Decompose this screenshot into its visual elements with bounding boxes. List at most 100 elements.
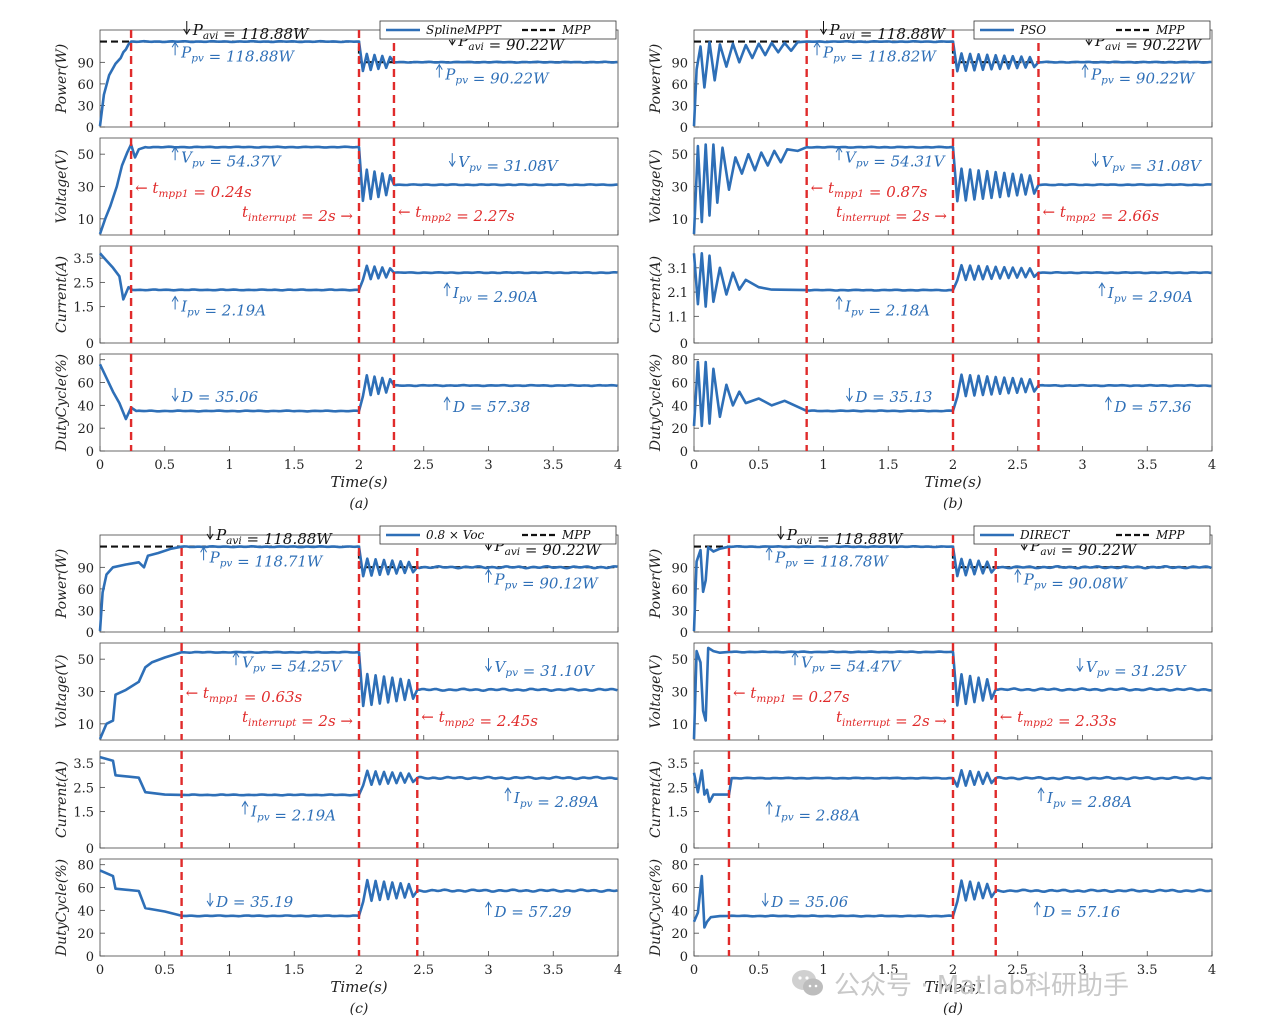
annotation-label: Ppv = 90.22W xyxy=(1090,66,1196,88)
signal-trace xyxy=(692,874,1212,929)
x-tick-label: 3 xyxy=(484,963,492,978)
wechat-icon xyxy=(792,970,823,996)
signal-trace xyxy=(692,252,1212,308)
x-tick-label: 2 xyxy=(949,458,957,473)
y-tick-label: 1.1 xyxy=(667,310,688,325)
x-axis-label: Time(s) xyxy=(330,978,387,996)
legend-method-label: PSO xyxy=(1019,23,1046,37)
y-tick-label: 50 xyxy=(77,653,94,668)
annotation-label: Pavi = 90.22W xyxy=(1029,537,1138,559)
legend: DIRECT MPP xyxy=(973,525,1211,545)
legend-mpp-label: MPP xyxy=(1155,23,1185,37)
arrow-down-icon xyxy=(206,526,214,541)
arrow-up-icon xyxy=(765,546,773,561)
y-tick-label: 80 xyxy=(77,354,94,369)
legend-mpp-label: MPP xyxy=(561,528,591,542)
annotation-label: Ipv = 2.18A xyxy=(844,297,930,319)
y-tick-label: 30 xyxy=(77,686,94,701)
y-tick-label: 0 xyxy=(680,626,688,641)
legend: SplineMPPT MPP xyxy=(379,20,617,40)
y-axis-label: Current(A) xyxy=(54,256,70,333)
x-tick-label: 4 xyxy=(614,458,622,473)
x-tick-label: 3 xyxy=(1078,458,1086,473)
arrow-up-icon xyxy=(1014,568,1022,583)
arrow-head xyxy=(241,800,249,807)
arrow-up-icon xyxy=(232,651,240,666)
signal-trace xyxy=(692,40,1212,127)
arrow-down-icon xyxy=(206,892,214,907)
legend-box xyxy=(973,525,1211,545)
arrow-up-icon xyxy=(1081,63,1089,78)
arrow-head xyxy=(171,295,179,302)
y-tick-label: 40 xyxy=(671,904,688,919)
arrow-head xyxy=(1033,901,1041,908)
x-tick-label: 1.5 xyxy=(878,963,899,978)
arrow-up-icon xyxy=(443,282,451,297)
annotation-label: D = 57.36 xyxy=(1113,398,1192,416)
arrow-up-icon xyxy=(200,546,208,561)
annotation-label: Pavi = 118.88W xyxy=(786,526,904,548)
annotation-label: Ppv = 118.82W xyxy=(822,43,937,65)
x-tick-label: 1 xyxy=(819,963,827,978)
x-tick-label: 4 xyxy=(614,963,622,978)
arrow-up-icon xyxy=(443,396,451,411)
y-tick-label: 60 xyxy=(671,583,688,598)
y-tick-label: 40 xyxy=(77,399,94,414)
annotation-label: Ppv = 118.71W xyxy=(209,548,324,570)
signal-trace xyxy=(98,650,618,740)
y-tick-label: 1.5 xyxy=(73,301,94,316)
x-tick-label: 1 xyxy=(819,458,827,473)
arrow-head xyxy=(813,41,821,48)
annotation-label: Pavi = 118.88W xyxy=(829,21,947,43)
annotation-label: Ipv = 2.19A xyxy=(180,297,266,319)
y-axis-label: DutyCycle(%) xyxy=(648,354,664,452)
signal-trace xyxy=(692,143,1212,235)
signal-trace xyxy=(692,646,1212,740)
annotation-label: ← tmpp1 = 0.87s xyxy=(811,179,928,201)
arrow-down-icon xyxy=(845,387,853,402)
y-tick-label: 40 xyxy=(77,904,94,919)
watermark-text: 公众号 · Matlab科研助手 xyxy=(834,970,1130,1001)
annotation-label: D = 57.16 xyxy=(1042,903,1121,921)
arrow-head xyxy=(504,787,512,794)
signal-trace xyxy=(98,545,618,632)
subplot-duty: 0 20 40 60 80 DutyCycle(%) 0 0.5 1 1.5 2 2.5 3 3.5 4 D … xyxy=(54,858,622,978)
y-tick-label: 3.5 xyxy=(73,252,94,267)
x-tick-label: 3 xyxy=(484,458,492,473)
x-tick-label: 1.5 xyxy=(878,458,899,473)
legend-box xyxy=(379,20,617,40)
arrow-head xyxy=(200,546,208,553)
y-tick-label: 20 xyxy=(671,927,688,942)
annotation-label: ← tmpp1 = 0.24s xyxy=(135,179,252,201)
arrow-head xyxy=(777,533,785,541)
x-tick-label: 2.5 xyxy=(1007,458,1028,473)
legend-method-label: SplineMPPT xyxy=(426,23,502,37)
y-tick-label: 10 xyxy=(77,213,94,228)
legend: 0.8 × Voc MPP xyxy=(379,525,617,545)
arrow-head xyxy=(1037,787,1045,794)
annotation-label: Ipv = 2.90A xyxy=(1107,284,1193,306)
arrow-head xyxy=(835,146,843,153)
annotation-label: Vpv = 54.37V xyxy=(181,148,283,170)
y-tick-label: 0 xyxy=(86,626,94,641)
y-axis-label: Voltage(V) xyxy=(54,150,70,224)
y-axis-label: Voltage(V) xyxy=(648,655,664,729)
signal-trace xyxy=(99,755,618,797)
annotation-label: D = 35.06 xyxy=(180,388,259,406)
arrow-head xyxy=(835,295,843,302)
x-tick-label: 3.5 xyxy=(1137,963,1158,978)
annotation-label: D = 35.06 xyxy=(770,893,849,911)
subplot-duty: 0 20 40 60 80 DutyCycle(%) 0 0.5 1 1.5 2 2.5 3 3.5 4 D … xyxy=(648,858,1216,978)
y-tick-label: 0 xyxy=(86,842,94,857)
x-tick-label: 1.5 xyxy=(284,458,305,473)
y-tick-label: 10 xyxy=(77,718,94,733)
legend-method-label: DIRECT xyxy=(1019,528,1070,542)
y-axis-label: Current(A) xyxy=(648,761,664,838)
y-tick-label: 0 xyxy=(680,842,688,857)
arrow-head xyxy=(448,160,456,168)
arrow-down-icon xyxy=(448,153,456,168)
